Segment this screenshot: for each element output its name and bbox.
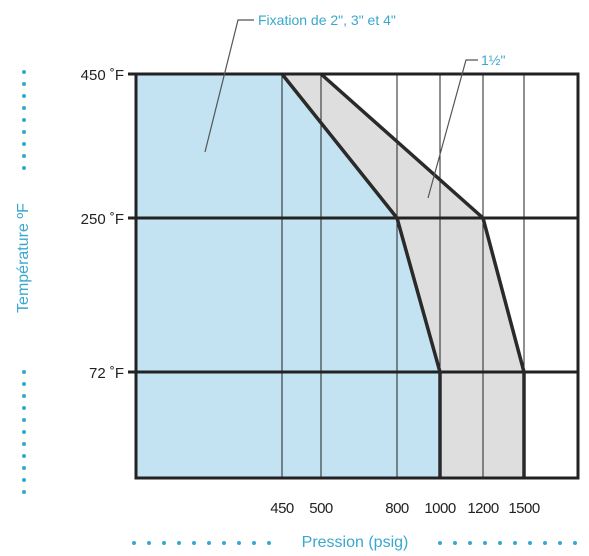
boundary-1-half-inch	[319, 72, 526, 478]
y-tick-labels: 450 ˚F 250 ˚F 72 ˚F	[81, 67, 124, 382]
x-tick-label: 450	[270, 500, 294, 517]
chart-frame	[134, 72, 580, 480]
x-axis-title: Pression (psig)	[302, 534, 409, 551]
x-tick-label: 800	[385, 500, 409, 517]
y-tick-label: 450 ˚F	[81, 67, 124, 84]
x-tick-labels: 450 500 800 1000 1200 1500	[270, 500, 540, 517]
leader-line-2-3-4-inch	[204, 19, 254, 153]
x-tick-label: 1500	[508, 500, 540, 517]
region-2-3-4-inch	[136, 74, 440, 478]
chart-regions	[136, 74, 524, 478]
region-1-half-inch	[282, 74, 524, 478]
y-tick-label: 72 ˚F	[89, 365, 124, 382]
boundary-lines	[280, 72, 526, 478]
x-tick-label: 500	[309, 500, 333, 517]
x-tick-label: 1200	[467, 500, 499, 517]
y-tick-label: 250 ˚F	[81, 211, 124, 228]
annotation-1-half-inch: 1½"	[481, 52, 505, 68]
x-tick-label: 1000	[424, 500, 456, 517]
boundary-2-3-4-inch	[280, 72, 442, 478]
axis-titles: Pression (psig) Température ºF	[15, 70, 580, 551]
y-axis-title: Température ºF	[15, 203, 32, 313]
annotations: Fixation de 2", 3" et 4" 1½"	[204, 12, 505, 199]
annotation-2-3-4-inch: Fixation de 2", 3" et 4"	[258, 12, 396, 28]
leader-line-1-half-inch	[427, 59, 478, 199]
